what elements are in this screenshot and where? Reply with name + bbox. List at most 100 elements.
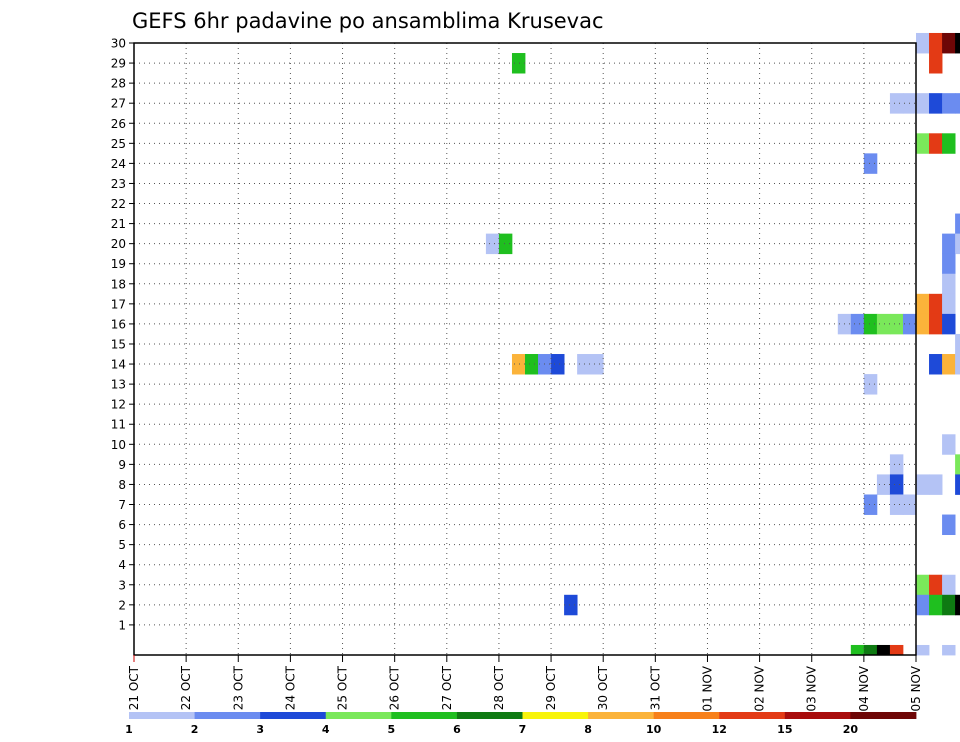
heatmap-cell [942, 273, 956, 295]
heatmap-cell [889, 644, 904, 656]
heatmap-cell [511, 354, 526, 375]
heatmap-cell [916, 574, 930, 596]
colorbar-swatch [719, 712, 786, 719]
colorbar: 1 2 3 4 5 6 7 8 10 12 15 20 [125, 712, 917, 736]
y-tick-label: 28 [111, 77, 126, 91]
y-tick-label: 14 [111, 358, 126, 372]
heatmap-cell [916, 644, 930, 656]
x-tick-label: 04 NOV [857, 665, 871, 711]
y-tick-label: 23 [111, 177, 126, 191]
heatmap-cell [942, 93, 956, 114]
x-tick-label: 01 NOV [700, 665, 714, 711]
colorbar-swatch [325, 712, 392, 719]
heatmap-cell [929, 93, 943, 114]
y-tick-label: 17 [111, 297, 126, 311]
colorbar-label: 10 [646, 723, 662, 736]
heatmap-cell [955, 454, 960, 475]
y-tick-label: 10 [111, 438, 126, 452]
heatmap-cells [485, 32, 960, 656]
heatmap-cell [955, 333, 960, 355]
y-tick-label: 20 [111, 237, 126, 251]
heatmap-cell [889, 454, 904, 475]
y-tick-label: 27 [111, 97, 126, 111]
y-tick-label: 18 [111, 277, 126, 291]
y-tick-label: 9 [118, 458, 126, 472]
heatmap-cell [929, 133, 943, 154]
heatmap-cell [876, 474, 891, 495]
y-tick-label: 19 [111, 257, 126, 271]
heatmap-cell [863, 494, 878, 515]
y-tick-label: 6 [118, 518, 126, 532]
y-tick-label: 4 [118, 558, 126, 572]
heatmap-cell [955, 93, 960, 114]
colorbar-swatch [260, 712, 327, 719]
y-tick-label: 30 [111, 37, 126, 51]
colorbar-swatch [588, 712, 655, 719]
colorbar-label: 6 [453, 723, 461, 736]
heatmap-cell [929, 313, 943, 335]
y-tick-label: 12 [111, 398, 126, 412]
colorbar-label: 5 [388, 723, 396, 736]
x-tick-label: 21 OCT [127, 665, 141, 710]
heatmap-cell [942, 133, 956, 154]
heatmap-cell [850, 313, 865, 335]
y-tick-label: 13 [111, 378, 126, 392]
heatmap-cell [511, 53, 526, 74]
x-tick-label: 28 OCT [492, 665, 506, 710]
x-tick-label: 30 OCT [596, 665, 610, 710]
heatmap-cell [577, 354, 591, 375]
x-tick-label: 03 NOV [805, 665, 819, 711]
heatmap-cell [929, 594, 943, 616]
x-axis: 21 OCT 22 OCT 23 OCT 24 OCT 25 OCT 26 OCT 27 O… [127, 655, 923, 712]
x-tick-label: 31 OCT [648, 665, 662, 710]
y-tick-label: 29 [111, 57, 126, 71]
heatmap-cell [551, 354, 565, 375]
heatmap-cell [916, 594, 930, 616]
heatmap-cell [889, 93, 904, 114]
heatmap-cell [942, 313, 956, 335]
colorbar-label: 8 [584, 723, 592, 736]
x-tick-label: 29 OCT [544, 665, 558, 710]
y-tick-label: 24 [111, 157, 126, 171]
y-tick-label: 5 [118, 538, 126, 552]
heatmap-cell [863, 153, 878, 174]
colorbar-label: 2 [191, 723, 199, 736]
heatmap-cell [942, 354, 956, 375]
x-tick-label: 24 OCT [283, 665, 297, 710]
heatmap-cell [564, 594, 578, 616]
heatmap-cell [955, 474, 960, 495]
y-tick-label: 3 [118, 578, 126, 592]
heatmap-cell [590, 354, 604, 375]
colorbar-swatch [456, 712, 523, 719]
colorbar-label: 12 [712, 723, 727, 736]
chart-title: GEFS 6hr padavine po ansamblima Krusevac [132, 9, 604, 33]
heatmap-cell [863, 644, 878, 656]
heatmap-cell [929, 53, 943, 74]
heatmap-cell [876, 644, 891, 656]
y-tick-label: 8 [118, 478, 126, 492]
heatmap-cell [889, 494, 904, 515]
colorbar-label: 20 [843, 723, 859, 736]
heatmap-cell [863, 313, 878, 335]
y-tick-label: 11 [111, 418, 126, 432]
x-tick-label: 26 OCT [388, 665, 402, 710]
heatmap-cell [942, 233, 956, 255]
x-tick-label: 23 OCT [231, 665, 245, 710]
heatmap-cell [863, 374, 878, 395]
heatmap-cell [942, 594, 956, 616]
x-tick-label: 22 OCT [179, 665, 193, 710]
grid-lines [134, 42, 916, 655]
heatmap-cell [916, 32, 930, 54]
y-axis: 1234567891011121314151617181920212223242… [111, 37, 134, 632]
colorbar-label: 15 [777, 723, 792, 736]
heatmap-cell [498, 233, 513, 255]
y-tick-label: 22 [111, 197, 126, 211]
heatmap-cell [916, 313, 930, 335]
y-tick-label: 1 [118, 618, 126, 632]
heatmap-cell [942, 514, 956, 536]
colorbar-label: 7 [519, 723, 527, 736]
heatmap-cell [876, 313, 891, 335]
heatmap-cell [942, 574, 956, 596]
colorbar-label: 3 [256, 723, 264, 736]
